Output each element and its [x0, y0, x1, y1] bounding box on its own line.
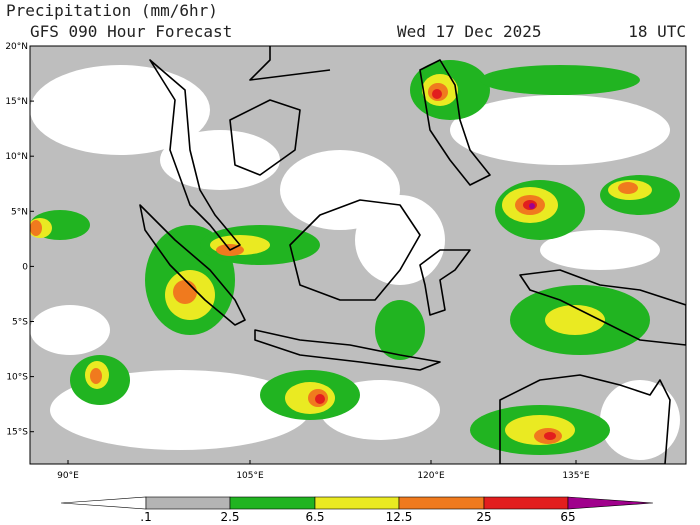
colorbar-label: 12.5: [386, 510, 413, 524]
title: Precipitation (mm/6hr): [6, 1, 218, 20]
colorbar-segment: [483, 496, 569, 510]
lat-label: 10°N: [5, 152, 28, 162]
colorbar-segment: [398, 496, 485, 510]
colorbar-segment: [145, 496, 231, 510]
colorbar-low: [60, 496, 147, 510]
lat-label: 5°N: [11, 207, 28, 217]
date: Wed 17 Dec 2025: [397, 22, 542, 41]
colorbar-label: 25: [476, 510, 491, 524]
colorbar-segment: [229, 496, 316, 510]
lat-label: 15°N: [5, 97, 28, 107]
colorbar-label: .1: [140, 510, 151, 524]
colorbar-label: 6.5: [305, 510, 324, 524]
lon-label: 135°E: [562, 471, 590, 481]
lat-label: 20°N: [5, 42, 28, 52]
lon-label: 105°E: [236, 471, 264, 481]
lon-label: 120°E: [417, 471, 445, 481]
lat-label: 10°S: [6, 373, 28, 383]
lon-label: 90°E: [57, 471, 79, 481]
map-frame: [29, 45, 687, 465]
precip-field: [30, 46, 686, 464]
lat-label: 0: [22, 262, 28, 272]
lat-label: 15°S: [6, 428, 28, 438]
time: 18 UTC: [628, 22, 686, 41]
subtitle: GFS 090 Hour Forecast: [30, 22, 232, 41]
lat-label: 5°S: [12, 318, 28, 328]
colorbar-segment: [314, 496, 400, 510]
colorbar-high: [567, 496, 654, 510]
colorbar-label: 2.5: [220, 510, 239, 524]
colorbar-label: 65: [560, 510, 575, 524]
